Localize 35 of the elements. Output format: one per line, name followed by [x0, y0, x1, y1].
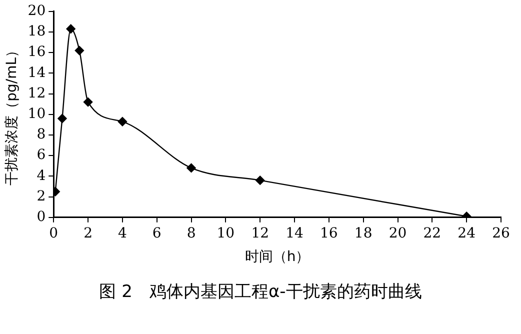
point — [118, 117, 128, 126]
x-tick-label: 12 — [251, 225, 270, 242]
x-axis-title: 时间（h） — [244, 249, 310, 266]
point — [66, 24, 76, 34]
x-tick-label: 22 — [423, 225, 442, 242]
point — [256, 176, 265, 185]
y-tick-label: 16 — [28, 44, 46, 60]
caption: 图 2 鸡体内基因工程α-干扰素的药时曲线 — [98, 281, 423, 303]
y-tick-label: 18 — [28, 24, 46, 40]
y-tick-label: 14 — [28, 64, 46, 81]
x-tick-label: 14 — [286, 225, 304, 242]
point — [83, 97, 93, 107]
point — [74, 46, 84, 56]
x-tick-label: 10 — [216, 225, 235, 242]
x-tick-label: 0 — [49, 225, 58, 242]
y-tick-label: 2 — [36, 188, 46, 204]
x-tick-label: 6 — [152, 225, 162, 242]
x-tick-label: 24 — [458, 225, 476, 242]
x-tick-label: 18 — [354, 225, 372, 242]
x-tick-label: 4 — [118, 225, 127, 242]
point — [186, 163, 196, 173]
y-tick-label: 20 — [28, 3, 46, 20]
x-tick-label: 26 — [492, 225, 510, 242]
y-tick-label: 10 — [28, 106, 46, 122]
y-axis-title: 干扰素浓度（pg/mL） — [4, 43, 20, 186]
y-tick-label: 4 — [36, 168, 46, 184]
x-tick-label: 20 — [388, 225, 407, 242]
y-tick-label: 0 — [36, 209, 46, 226]
x-tick-label: 8 — [186, 225, 196, 242]
x-tick-label: 16 — [320, 225, 338, 242]
point — [58, 114, 67, 124]
y-tick-label: 12 — [28, 85, 46, 102]
y-tick-label: 6 — [36, 147, 46, 164]
x-tick-label: 2 — [84, 225, 92, 242]
y-tick-label: 8 — [36, 126, 46, 143]
